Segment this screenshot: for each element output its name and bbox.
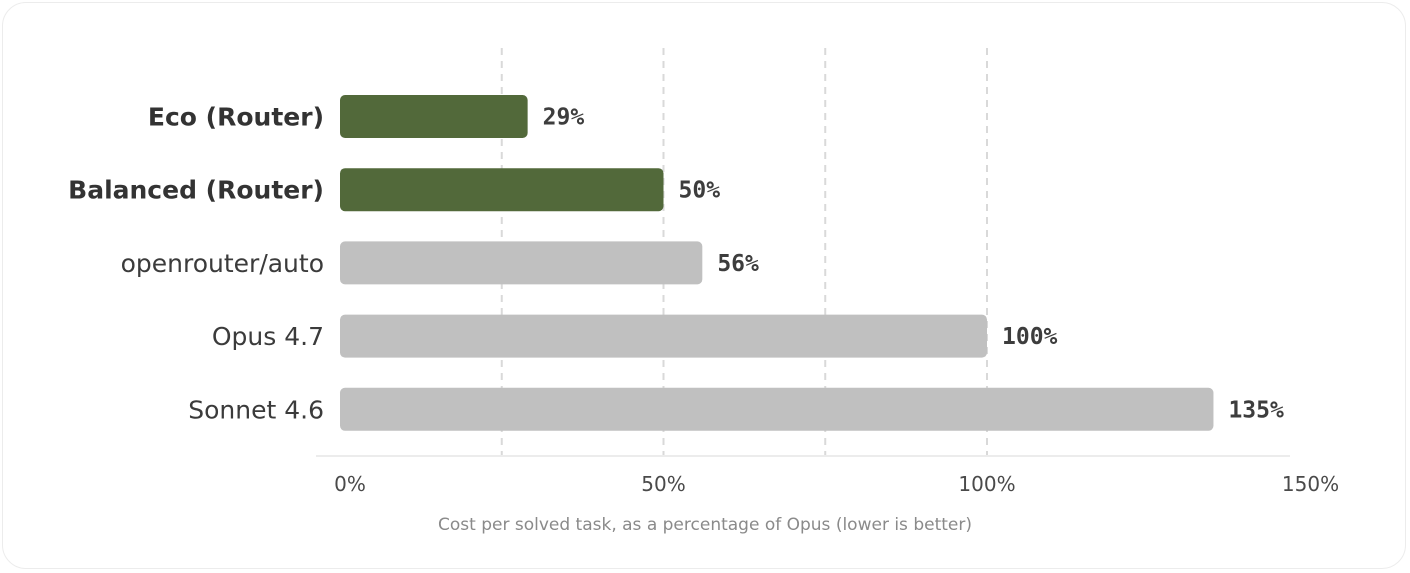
category-label: Balanced (Router) <box>68 176 324 205</box>
x-tick-labels: 0% 50% 100% 150% <box>334 472 1339 496</box>
bar <box>340 95 528 138</box>
x-tick-label: 100% <box>958 472 1015 496</box>
value-label: 56% <box>717 251 759 277</box>
bar <box>340 241 703 285</box>
category-label: openrouter/auto <box>121 249 324 278</box>
value-label: 135% <box>1228 397 1284 423</box>
value-label: 29% <box>543 105 585 131</box>
x-tick-label: 0% <box>334 472 366 496</box>
bars: Eco (Router) 29% Balanced (Router) 50% openr… <box>68 95 1284 431</box>
x-axis-label: Cost per solved task, as a percentage of… <box>438 515 972 535</box>
bar <box>340 314 987 358</box>
category-label: Eco (Router) <box>148 103 324 132</box>
category-label: Sonnet 4.6 <box>188 395 324 424</box>
value-label: 100% <box>1002 324 1058 350</box>
x-tick-label: 150% <box>1282 472 1339 496</box>
bar <box>340 387 1214 431</box>
category-label: Opus 4.7 <box>212 322 324 351</box>
x-tick-label: 50% <box>641 472 685 496</box>
bar <box>340 168 664 212</box>
value-label: 50% <box>679 178 721 204</box>
